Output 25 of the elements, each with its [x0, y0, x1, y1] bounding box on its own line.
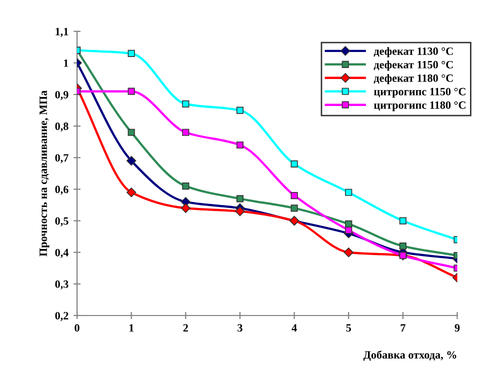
y-tick-label: 0,5 — [55, 217, 68, 226]
y-tick-label: 0,6 — [55, 186, 68, 195]
y-tick-label: 0,7 — [55, 154, 68, 164]
y-tick-label: 0,3 — [55, 280, 68, 290]
x-axis-title: Добавка отхода, % — [363, 350, 456, 361]
x-tick-label: 4 — [292, 324, 297, 332]
legend-label: дефекат 1130 °C — [374, 47, 453, 58]
y-tick-label: 0,8 — [55, 122, 68, 132]
x-tick-label: 9 — [454, 324, 460, 332]
legend-label: цитрогипс 1150 °C — [374, 88, 466, 98]
y-axis-title: Прочность на сдавливание, МПа — [40, 90, 50, 256]
x-tick-label: 0 — [74, 324, 80, 332]
x-tick-label: 7 — [400, 324, 406, 332]
x-tick-label: 2 — [183, 324, 188, 332]
x-tick-label: 5 — [346, 324, 351, 332]
y-tick-label: 0,9 — [55, 90, 68, 100]
y-tick-label: 0,4 — [55, 248, 68, 258]
y-tick-label: 1,1 — [56, 28, 68, 37]
x-tick-label: 1 — [129, 324, 134, 332]
legend-label: цитрогипс 1180 °C — [374, 101, 466, 112]
y-tick-label: 1 — [64, 59, 68, 67]
legend-label: дефекат 1150 °C — [374, 60, 453, 71]
legend-label: дефекат 1180 °C — [374, 74, 453, 84]
x-tick-label: 3 — [238, 324, 242, 332]
y-tick-label: 0,2 — [55, 312, 68, 322]
